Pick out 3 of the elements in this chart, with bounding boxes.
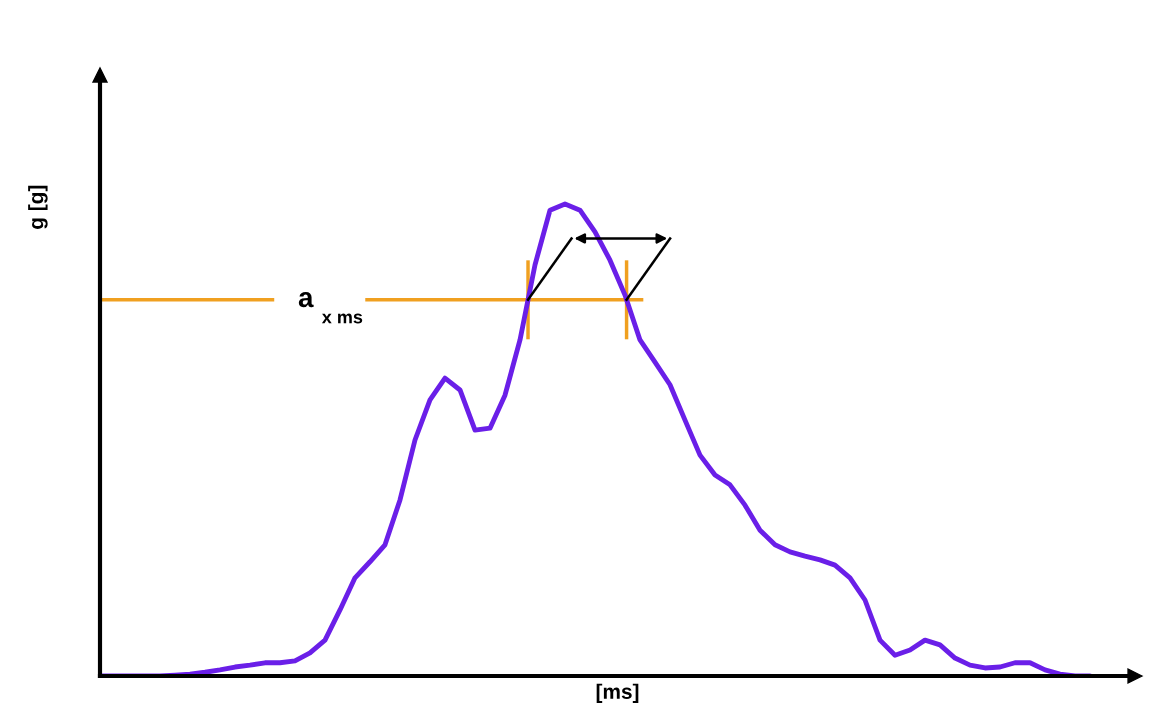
y-axis-title: g [g] xyxy=(28,185,48,229)
x-axis-title: [ms] xyxy=(596,683,639,704)
ref-line-label: ax ms xyxy=(298,292,363,324)
